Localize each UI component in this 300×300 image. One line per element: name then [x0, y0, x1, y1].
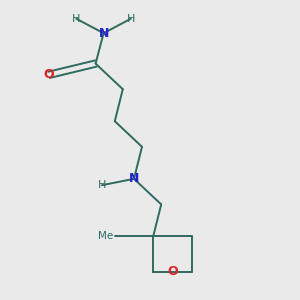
Text: O: O	[167, 265, 178, 278]
Text: H: H	[98, 180, 106, 190]
Text: Me: Me	[98, 231, 113, 242]
Text: N: N	[129, 172, 139, 185]
Text: H: H	[127, 14, 135, 24]
Text: N: N	[98, 27, 109, 40]
Text: H: H	[72, 14, 81, 24]
Text: O: O	[44, 68, 55, 81]
